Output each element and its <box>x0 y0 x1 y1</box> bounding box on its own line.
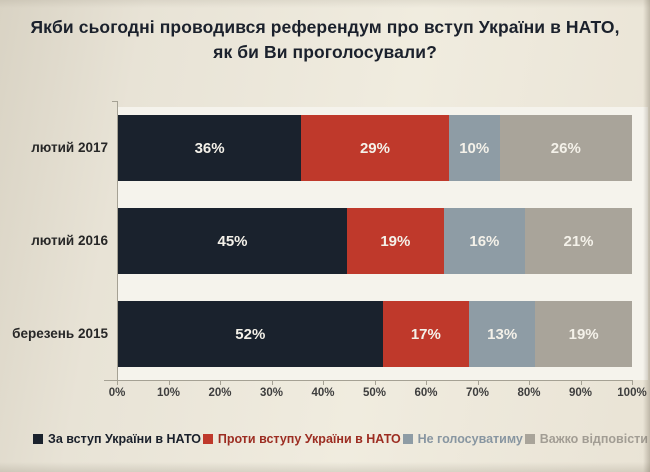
bar-segment: 45% <box>118 208 347 274</box>
legend-swatch <box>402 434 413 444</box>
category-label: лютий 2016 <box>31 233 108 248</box>
bar-segment: 36% <box>118 115 302 181</box>
bar-value-label: 10% <box>459 139 490 157</box>
x-axis-tick-label: 60% <box>414 387 438 399</box>
x-axis-tick <box>580 380 582 385</box>
bar-value-label: 13% <box>487 325 518 343</box>
legend-item: Не голосуватиму <box>402 432 523 446</box>
bar-segment: 10% <box>448 115 500 181</box>
bar-segment: 21% <box>525 208 632 274</box>
legend-item: За вступ України в НАТО <box>33 432 201 446</box>
category-label: лютий 2017 <box>31 140 108 155</box>
legend-swatch <box>33 434 43 444</box>
legend-swatch <box>202 434 213 444</box>
bar-segment: 26% <box>499 115 632 181</box>
x-axis-tick <box>323 380 324 385</box>
y-axis-top-tick <box>112 101 117 102</box>
bar-value-label: 19% <box>380 232 411 250</box>
stacked-bar: 45% 19% 16% 21% <box>118 208 632 274</box>
x-axis-tick-label: 20% <box>208 387 232 399</box>
legend-label: Не голосуватиму <box>417 432 523 446</box>
chart-title: Якби сьогодні проводився референдум про … <box>0 15 650 65</box>
chart-title-line1: Якби сьогодні проводився референдум про … <box>30 17 620 37</box>
bar-segment: 16% <box>443 208 526 274</box>
bar-segment: 13% <box>469 301 536 367</box>
x-axis-tick <box>426 380 427 385</box>
bar-value-label: 45% <box>217 232 248 250</box>
x-axis-tick-label: 0% <box>108 387 126 399</box>
y-axis-line <box>117 101 118 385</box>
x-axis-tick <box>271 380 273 385</box>
legend-label: Проти вступу України в НАТО <box>217 432 401 446</box>
bar-value-label: 21% <box>563 232 594 250</box>
x-axis-line <box>104 380 633 381</box>
stacked-bar: 36% 29% 10% 26% <box>118 115 632 181</box>
category-label: березень 2015 <box>12 326 108 341</box>
legend: За вступ України в НАТО Проти вступу Укра… <box>33 430 648 448</box>
x-axis-tick-label: 80% <box>517 387 541 399</box>
bar-value-label: 17% <box>410 325 441 343</box>
bar-value-label: 26% <box>550 139 581 157</box>
chart-title-line2: як би Ви проголосували? <box>213 41 437 62</box>
x-axis-tick <box>117 380 118 385</box>
x-axis-tick-label: 40% <box>311 387 335 399</box>
x-axis-tick-label: 50% <box>362 387 387 399</box>
x-axis-tick <box>220 380 221 385</box>
bar-segment: 17% <box>382 301 470 367</box>
x-axis-tick <box>632 380 633 385</box>
bar-segment: 19% <box>535 301 632 367</box>
bar-value-label: 29% <box>359 139 390 157</box>
stacked-bar: 52% 17% 13% 19% <box>118 301 632 367</box>
legend-label: Важко відповісти <box>539 432 648 446</box>
x-axis-tick <box>168 380 170 385</box>
bar-value-label: 19% <box>568 325 599 343</box>
x-axis-tick-label: 100% <box>617 387 647 399</box>
bar-segment: 29% <box>301 115 449 181</box>
x-axis-tick-label: 70% <box>465 387 490 399</box>
bar-value-label: 52% <box>235 325 266 343</box>
x-axis-tick <box>477 380 479 385</box>
legend-item: Проти вступу України в НАТО <box>202 432 401 446</box>
x-axis-tick-label: 90% <box>568 387 593 399</box>
bar-value-label: 16% <box>469 232 500 250</box>
x-axis-tick-label: 30% <box>259 387 284 399</box>
legend-swatch <box>524 434 535 444</box>
x-axis-tick <box>374 380 376 385</box>
x-axis-tick-label: 10% <box>156 387 181 399</box>
bar-segment: 19% <box>347 208 444 274</box>
bar-segment: 52% <box>118 301 383 367</box>
legend-item: Важко відповісти <box>524 432 648 446</box>
x-axis-tick <box>529 380 530 385</box>
bar-value-label: 36% <box>194 139 225 157</box>
legend-label: За вступ України в НАТО <box>48 432 201 446</box>
